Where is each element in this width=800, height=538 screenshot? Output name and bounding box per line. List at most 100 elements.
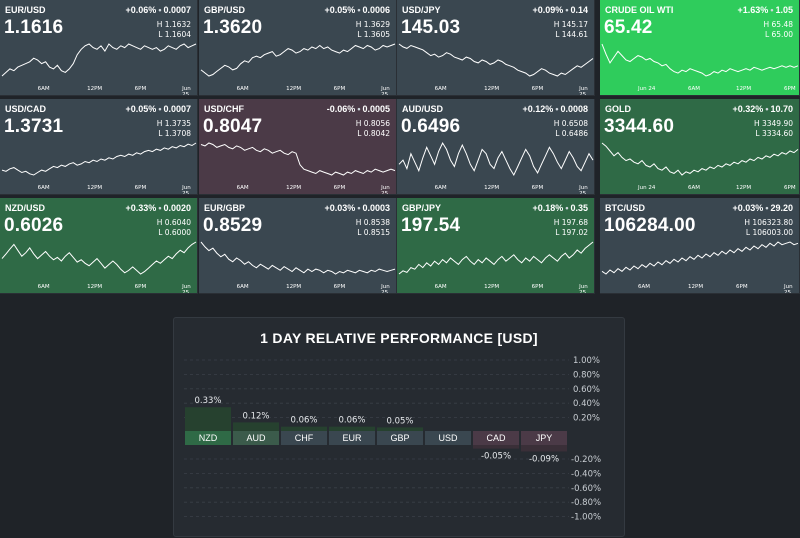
quote-tile-eur-usd[interactable]: EUR/USD +0.06% • 0.0007 1.1616 H 1.1632 L 1.16…	[0, 0, 198, 96]
high-low: H 1.1632 L 1.1604	[156, 20, 191, 39]
y-tick-label: 1.00%	[573, 356, 600, 366]
bar	[473, 445, 519, 449]
change-label: +0.09% • 0.14	[532, 5, 588, 15]
y-tick-label: -0.20%	[571, 455, 601, 465]
price-value: 65.42	[604, 17, 653, 38]
quote-grid: EUR/USD +0.06% • 0.0007 1.1616 H 1.1632 L 1.16…	[0, 0, 800, 294]
price-value: 197.54	[401, 215, 461, 236]
time-tick: 6AM	[688, 86, 701, 92]
sparkline	[200, 142, 396, 176]
y-tick-label: -1.00%	[571, 513, 601, 523]
sparkline-path	[601, 142, 799, 176]
time-tick: 6PM	[531, 185, 544, 191]
time-tick: 6AM	[37, 185, 50, 191]
sparkline	[601, 43, 799, 77]
time-tick: 6PM	[531, 284, 544, 290]
sparkline	[601, 241, 799, 275]
time-tick: 12PM	[484, 86, 500, 92]
sparkline	[1, 241, 197, 275]
bar	[329, 426, 375, 431]
quote-tile-usd-chf[interactable]: USD/CHF -0.06% • 0.0005 0.8047 H 0.8056 L 0.80…	[199, 99, 397, 195]
high-low: H 3349.90 L 3334.60	[753, 119, 793, 138]
value-label: 0.06%	[338, 416, 365, 426]
value-label: 0.33%	[194, 396, 221, 406]
change-label: +0.18% • 0.35	[532, 203, 588, 213]
price-value: 0.8529	[203, 215, 263, 236]
time-tick: Jun 25	[381, 185, 390, 195]
currency-strip-cell	[521, 431, 567, 445]
sparkline	[1, 43, 197, 77]
time-tick: 6AM	[434, 284, 447, 290]
symbol-label: NZD/USD	[5, 203, 45, 213]
symbol-label: GOLD	[605, 104, 631, 114]
change-label: +0.12% • 0.0008	[522, 104, 588, 114]
time-tick: 12PM	[286, 86, 302, 92]
change-label: +1.63% • 1.05	[737, 5, 793, 15]
high-low: H 0.8056 L 0.8042	[355, 119, 390, 138]
quote-tile-btc-usd[interactable]: BTC/USD +0.03% • 29.20 106284.00 H 106323.80 L…	[600, 198, 800, 294]
high-low: H 197.68 L 197.02	[553, 218, 588, 237]
currency-strip-cell	[233, 431, 279, 445]
price-value: 0.6026	[4, 215, 64, 236]
y-tick-label: -0.60%	[571, 484, 601, 494]
time-tick: Jun 25	[182, 86, 191, 96]
bar	[521, 445, 567, 452]
time-tick: Jun 25	[579, 185, 588, 195]
value-label: -0.09%	[529, 454, 559, 464]
currency-strip-cell	[185, 431, 231, 445]
price-value: 145.03	[401, 17, 461, 38]
quote-tile-crude-oil-wti[interactable]: CRUDE OIL WTI +1.63% • 1.05 65.42 H 65.48 L 65…	[600, 0, 800, 96]
change-label: +0.03% • 29.20	[732, 203, 793, 213]
high-low: H 0.6040 L 0.6000	[156, 218, 191, 237]
time-tick: 6AM	[236, 86, 249, 92]
time-tick: 12PM	[87, 185, 103, 191]
time-tick: 6PM	[134, 185, 147, 191]
symbol-label: BTC/USD	[605, 203, 645, 213]
high-low: H 106323.80 L 106003.00	[744, 218, 793, 237]
sparkline	[398, 141, 594, 177]
currency-label: CAD	[486, 433, 506, 443]
quote-tile-eur-gbp[interactable]: EUR/GBP +0.03% • 0.0003 0.8529 H 0.8538 L 0.85…	[199, 198, 397, 294]
time-tick: Jun 25	[182, 284, 191, 294]
time-tick: 6PM	[333, 86, 346, 92]
y-tick-label: 0.60%	[573, 385, 600, 395]
y-tick-label: -0.80%	[571, 498, 601, 508]
symbol-label: CRUDE OIL WTI	[605, 5, 674, 15]
price-value: 1.3620	[203, 17, 263, 38]
time-tick: 6PM	[736, 284, 748, 290]
time-tick: 6PM	[333, 185, 346, 191]
time-tick: Jun 24	[638, 86, 656, 92]
high-low: H 0.6508 L 0.6486	[553, 119, 588, 138]
change-label: +0.05% • 0.0007	[125, 104, 191, 114]
sparkline-path	[601, 43, 799, 77]
symbol-label: USD/CAD	[5, 104, 47, 114]
time-tick: 6PM	[333, 284, 346, 290]
quote-tile-gbp-usd[interactable]: GBP/USD +0.05% • 0.0006 1.3620 H 1.3629 L 1.36…	[199, 0, 397, 96]
sparkline	[601, 142, 799, 176]
high-low: H 0.8538 L 0.8515	[355, 218, 390, 237]
quote-tile-aud-usd[interactable]: AUD/USD +0.12% • 0.0008 0.6496 H 0.6508 L 0.64…	[397, 99, 595, 195]
symbol-label: EUR/USD	[5, 5, 46, 15]
quote-tile-nzd-usd[interactable]: NZD/USD +0.33% • 0.0020 0.6026 H 0.6040 L 0.60…	[0, 198, 198, 294]
time-tick: Jun 25	[381, 284, 390, 294]
time-tick: 6PM	[134, 284, 147, 290]
currency-strip-cell	[281, 431, 327, 445]
time-tick: 6AM	[37, 86, 50, 92]
y-tick-label: 0.80%	[573, 370, 600, 380]
symbol-label: AUD/USD	[402, 104, 444, 114]
quote-tile-gold[interactable]: GOLD +0.32% • 10.70 3344.60 H 3349.90 L 3334.6…	[600, 99, 800, 195]
currency-label: JPY	[536, 433, 553, 443]
currency-label: USD	[438, 433, 458, 443]
change-label: +0.33% • 0.0020	[125, 203, 191, 213]
sparkline	[398, 241, 594, 275]
quote-tile-usd-cad[interactable]: USD/CAD +0.05% • 0.0007 1.3731 H 1.3735 L 1.37…	[0, 99, 198, 195]
bar	[281, 426, 327, 431]
sparkline-path	[1, 43, 197, 77]
change-label: +0.32% • 10.70	[732, 104, 793, 114]
sparkline-path	[200, 43, 396, 77]
value-label: -0.05%	[481, 452, 511, 462]
quote-tile-usd-jpy[interactable]: USD/JPY +0.09% • 0.14 145.03 H 145.17 L 144.61…	[397, 0, 595, 96]
value-label: 0.05%	[386, 416, 413, 426]
symbol-label: GBP/USD	[204, 5, 246, 15]
quote-tile-gbp-jpy[interactable]: GBP/JPY +0.18% • 0.35 197.54 H 197.68 L 197.02…	[397, 198, 595, 294]
